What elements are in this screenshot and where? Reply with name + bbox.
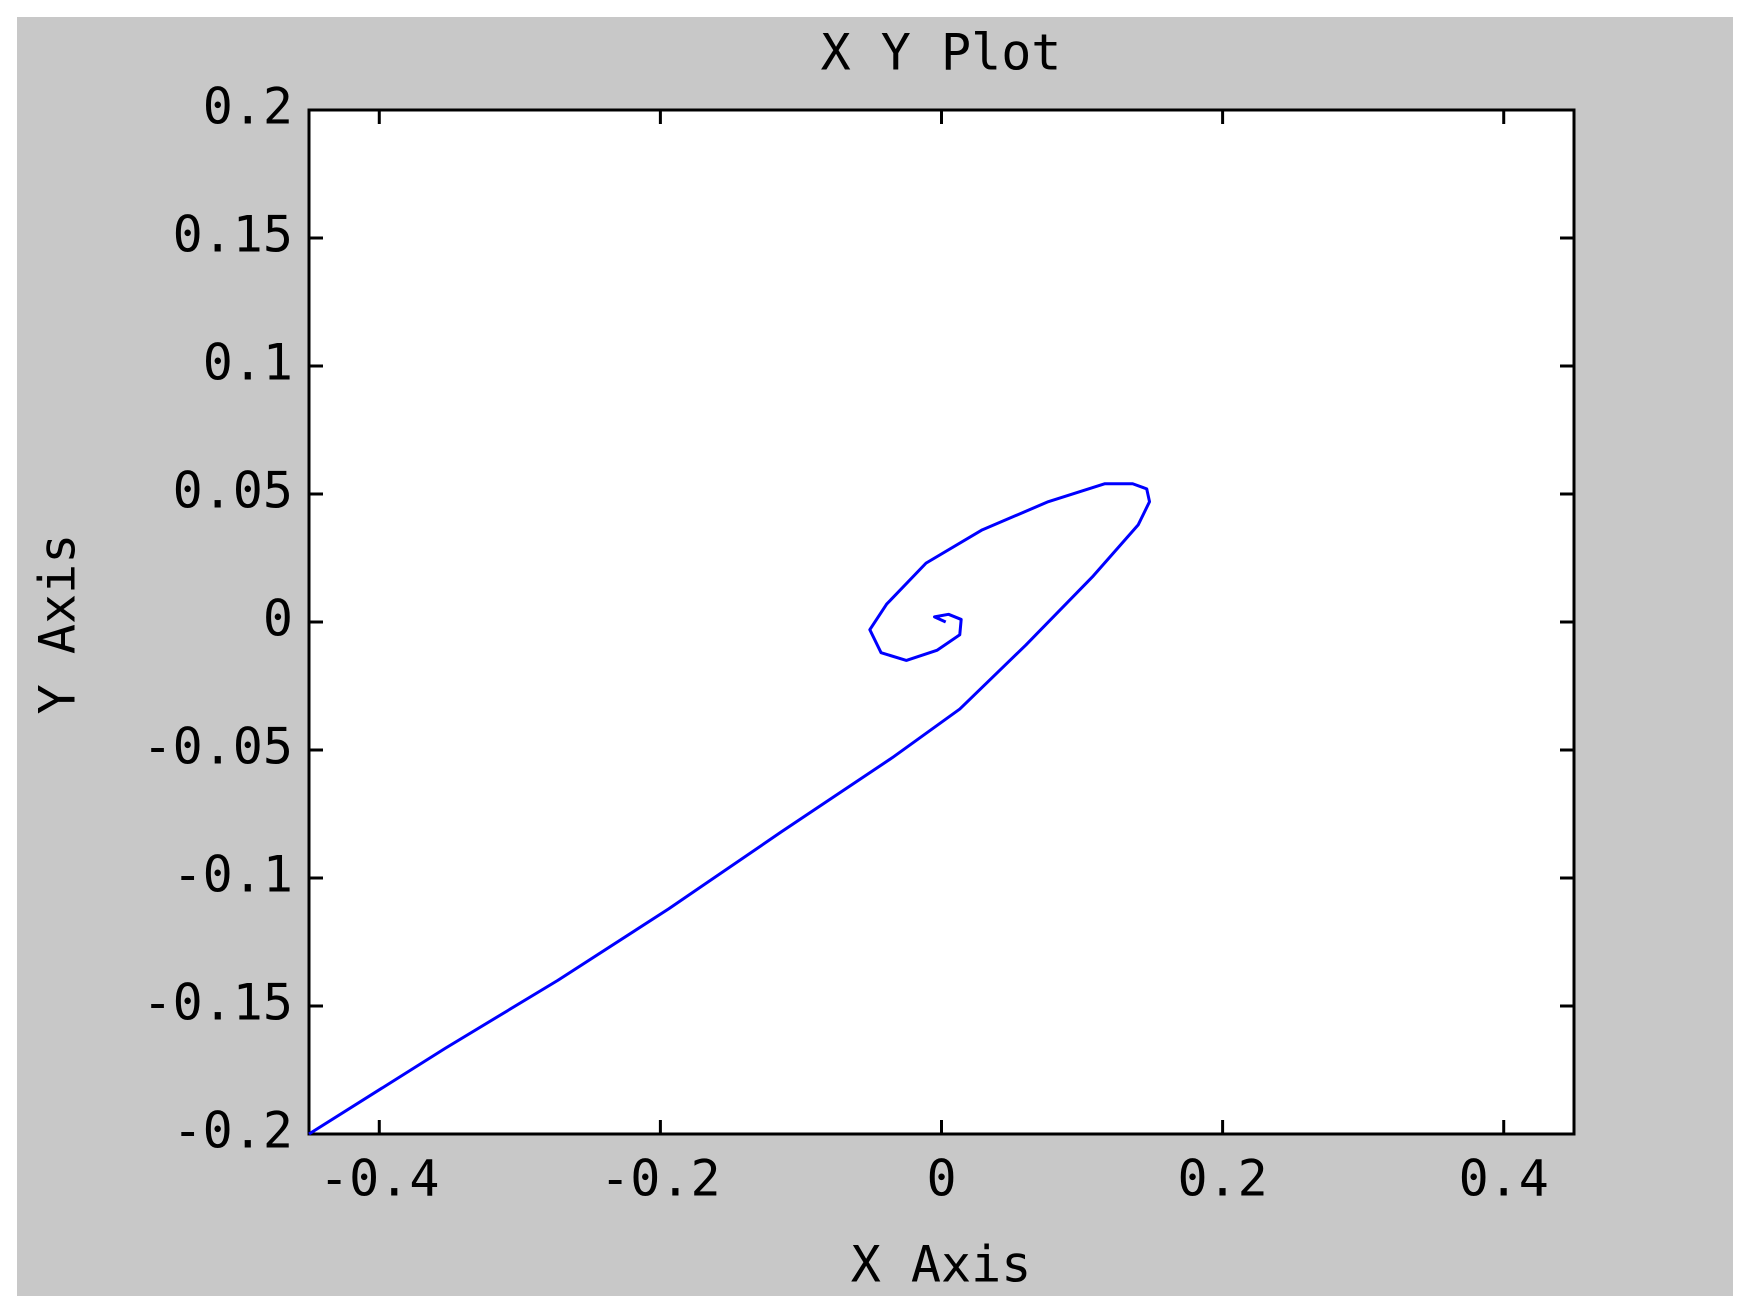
y-tick-label: 0.15 bbox=[173, 206, 293, 264]
y-tick-label: -0.05 bbox=[142, 718, 293, 776]
y-axis-label: Y Axis bbox=[29, 534, 87, 715]
x-tick-label: 0 bbox=[926, 1150, 956, 1208]
y-tick-label: 0.2 bbox=[203, 78, 293, 136]
x-tick-label: 0.4 bbox=[1459, 1150, 1549, 1208]
x-tick-label: 0.2 bbox=[1177, 1150, 1267, 1208]
x-tick-label: -0.2 bbox=[600, 1150, 720, 1208]
chart-title: X Y Plot bbox=[821, 24, 1062, 82]
y-tick-label: 0 bbox=[263, 590, 293, 648]
plot-area bbox=[307, 108, 1576, 1136]
y-tick-label: -0.1 bbox=[173, 846, 293, 904]
y-tick-label: 0.05 bbox=[173, 462, 293, 520]
x-axis-label: X Axis bbox=[851, 1236, 1032, 1294]
x-tick-label: -0.4 bbox=[319, 1150, 439, 1208]
y-tick-label: 0.1 bbox=[203, 334, 293, 392]
y-tick-label: -0.15 bbox=[142, 974, 293, 1032]
data-line bbox=[308, 482, 1152, 1136]
y-tick-label: -0.2 bbox=[173, 1102, 293, 1160]
